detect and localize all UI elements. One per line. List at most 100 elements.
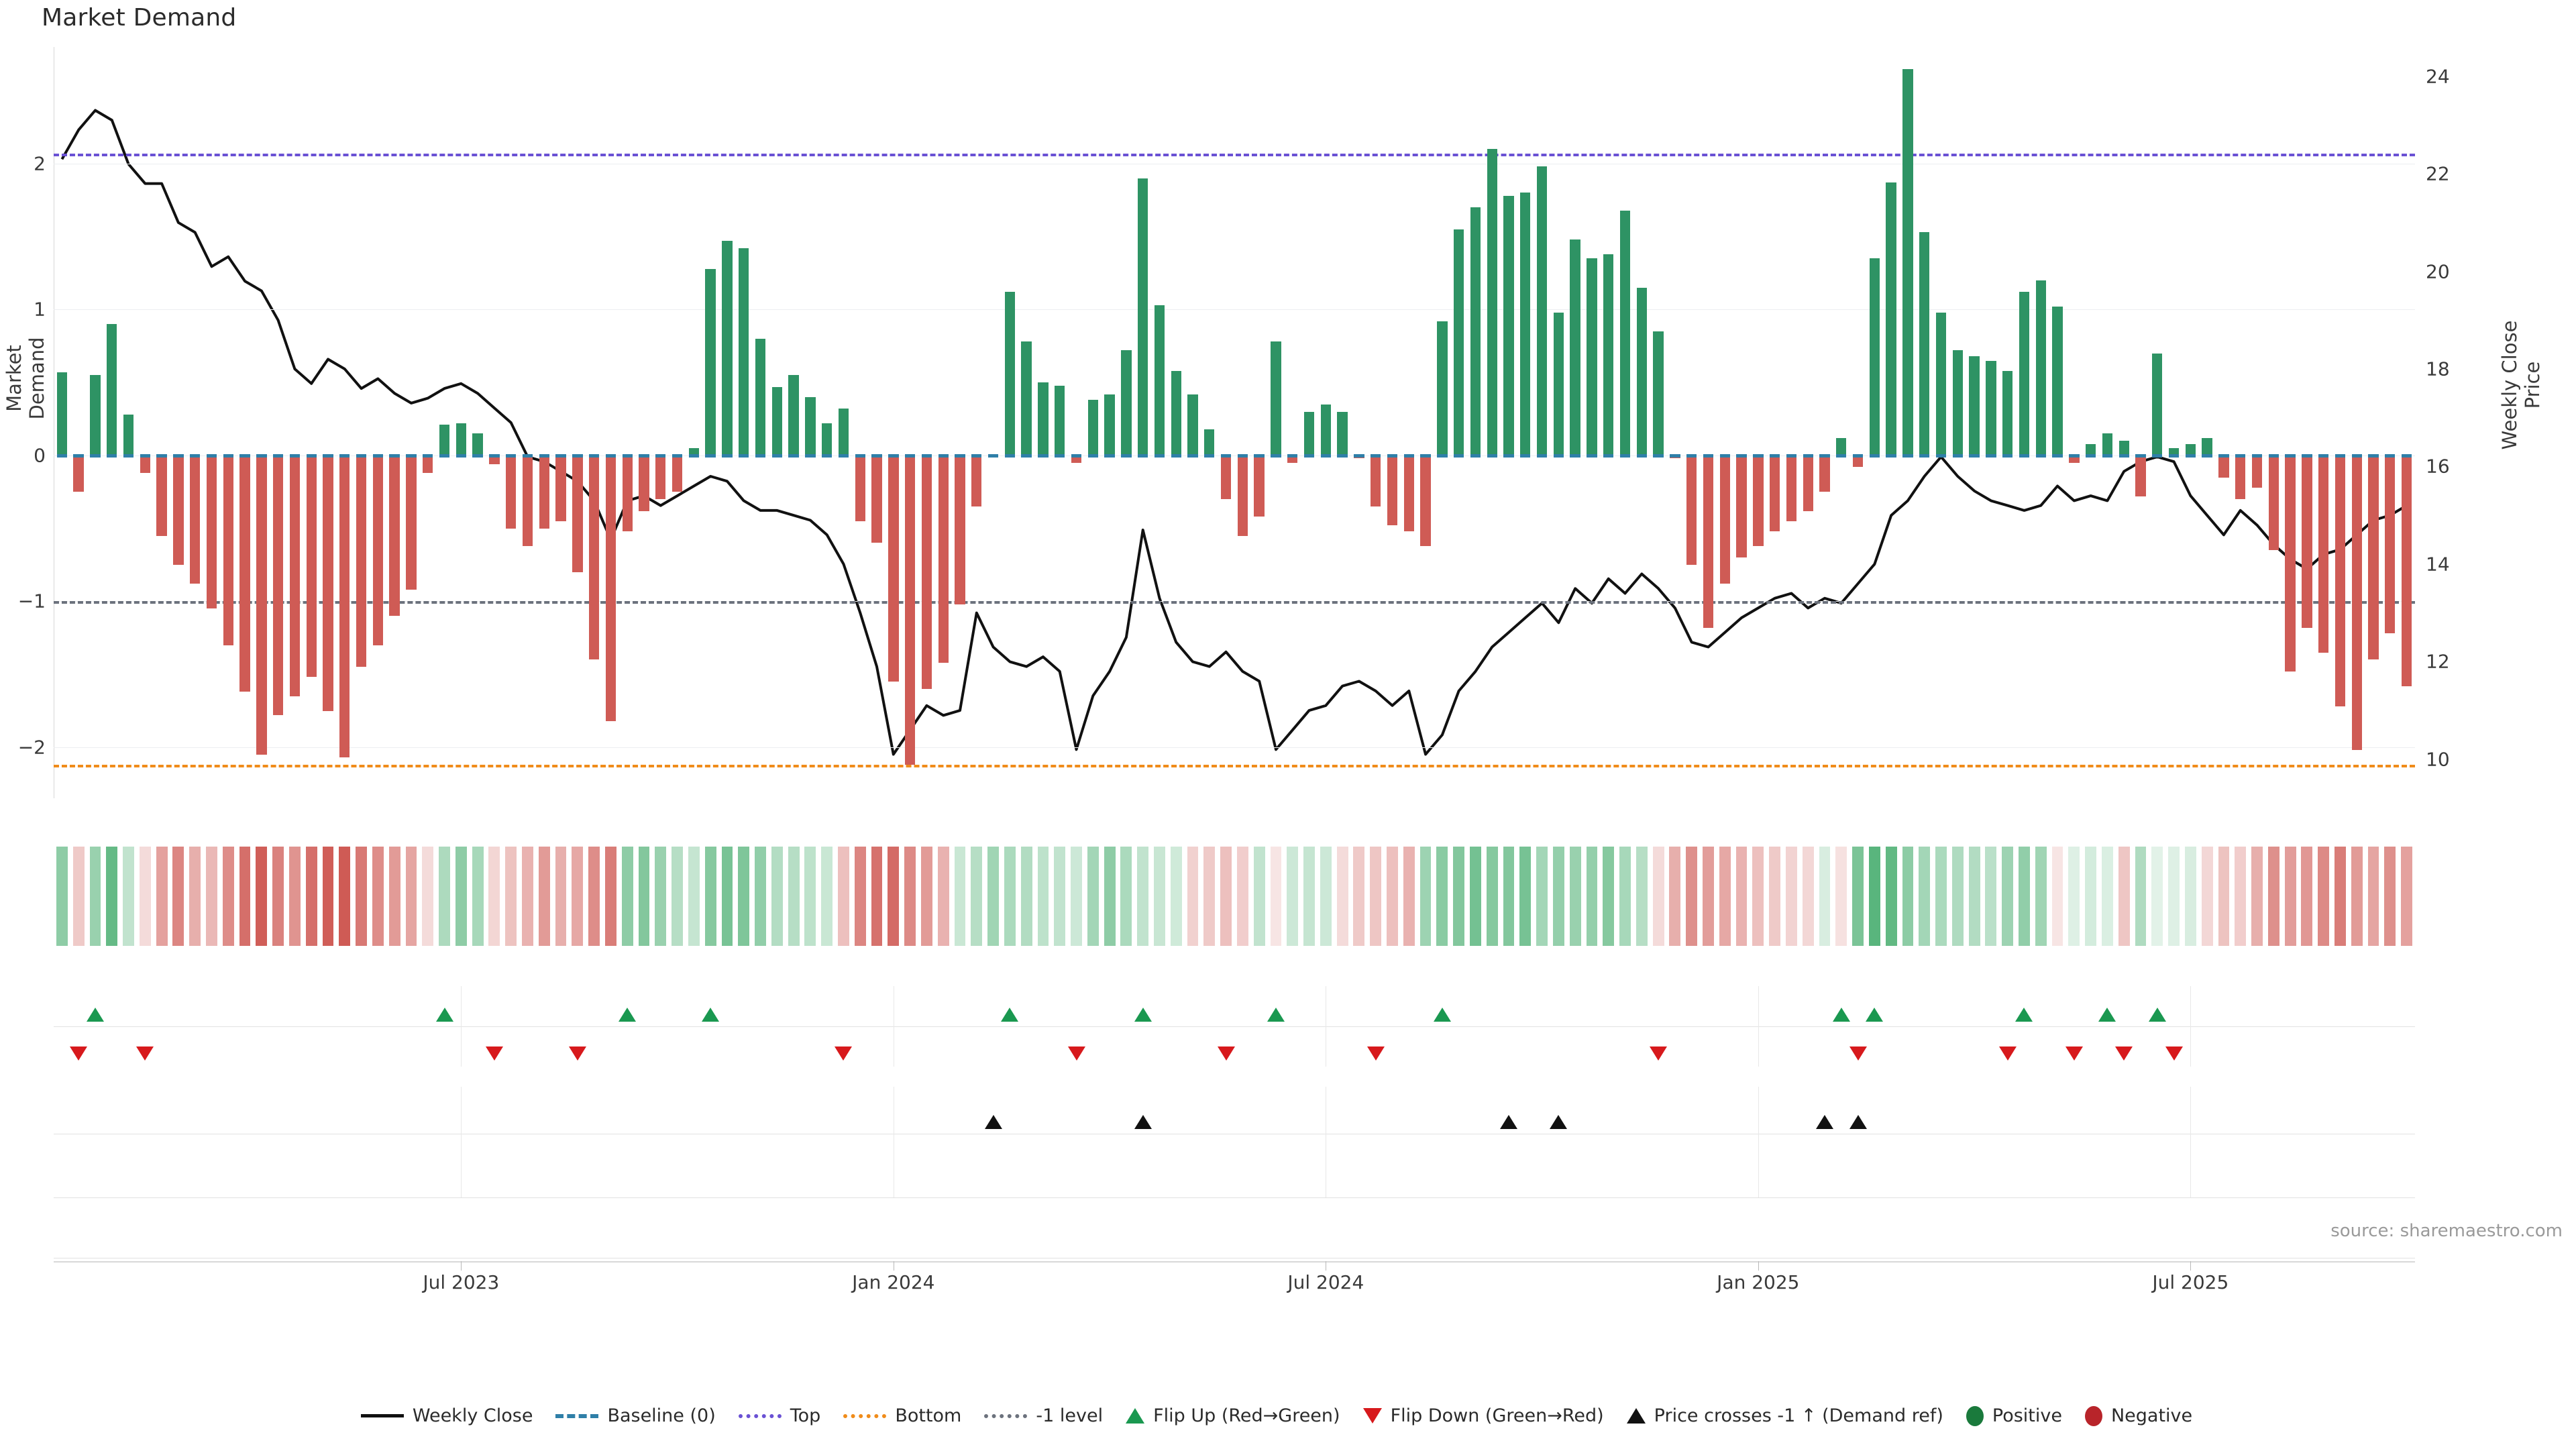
heatstrip-cell [1253,847,1265,946]
y-axis-right-tick: 10 [2426,748,2450,771]
demand-bar [655,455,666,500]
demand-bar [2318,455,2329,653]
y-axis-right-tick: 20 [2426,260,2450,283]
demand-bar [522,455,533,546]
baseline-zero-segment [472,453,483,458]
demand-bar [239,455,250,692]
baseline-zero-segment [389,453,400,458]
y-axis-left-tick: 2 [34,152,46,175]
heatstrip-cell [1104,847,1116,946]
baseline-zero-segment [223,453,233,458]
flip-down-marker [70,1046,88,1061]
heatstrip-cell [1387,847,1398,946]
baseline-zero-segment [56,453,68,458]
baseline-zero-segment [1570,453,1580,458]
baseline-zero-segment [2218,453,2229,458]
flip-down-marker [2115,1046,2133,1061]
legend-item[interactable]: Top [738,1405,820,1426]
heatstrip-cell [1985,847,1997,946]
baseline-zero-segment [1021,453,1032,458]
demand-bar [1536,166,1548,455]
demand-bar [107,324,117,455]
baseline-zero-segment [1271,453,1281,458]
baseline-zero-segment [256,453,267,458]
x-guide-tick [2190,986,2192,1067]
demand-bar [1387,455,1398,526]
demand-bar [639,455,649,511]
baseline-zero-segment [1254,453,1265,458]
heatstrip-cell [2401,847,2413,946]
baseline-zero-segment [1337,453,1348,458]
baseline-zero-segment [722,453,733,458]
heatstrip-cell [1470,847,1481,946]
legend-item[interactable]: Positive [1966,1405,2062,1426]
baseline-zero-segment [289,453,301,458]
y-axis-left-tick: −2 [17,736,46,759]
demand-bar [1803,455,1813,511]
heatstrip-cell [672,847,683,946]
heatstrip-cell [2151,847,2163,946]
demand-bar [2235,455,2246,500]
heatstrip-cell [2284,847,2296,946]
heatstrip-cell [821,847,833,946]
legend-item[interactable]: -1 level [984,1405,1103,1426]
demand-bar [722,241,733,455]
baseline-zero-segment [1852,453,1864,458]
x-guide-tick [2190,1140,2192,1197]
legend-item[interactable]: Weekly Close [360,1405,533,1426]
heatstrip-cell [1785,847,1797,946]
demand-bar [1986,360,1996,455]
demand-bar [2202,437,2212,455]
baseline-zero-segment [1038,453,1049,458]
baseline-zero-segment [921,453,932,458]
baseline-zero-segment [123,453,134,458]
baseline-zero-segment [1536,453,1548,458]
baseline-zero-segment [622,453,633,458]
heatstrip-cell [1353,847,1365,946]
demand-bar [971,455,982,507]
price-cross-marker [1550,1115,1568,1129]
legend-item[interactable]: Bottom [843,1405,961,1426]
demand-bar [2035,280,2046,455]
baseline-zero-segment [1220,453,1232,458]
legend-item[interactable]: Price crosses -1 ↑ (Demand ref) [1626,1405,1943,1426]
demand-bar [688,448,700,455]
demand-bar [705,268,716,455]
heatstrip-cell [2168,847,2180,946]
demand-bar [1703,455,1714,628]
price-cross-marker [1134,1115,1152,1129]
flip-down-marker [1067,1046,1085,1061]
demand-bar [190,455,201,584]
flip-up-marker [435,1008,453,1022]
heatstrip-cell [1852,847,1864,946]
demand-bar [555,455,566,521]
legend-item[interactable]: Baseline (0) [555,1405,716,1426]
baseline-zero-segment [73,453,84,458]
heatstrip-cell [688,847,700,946]
y-axis-right-tick: 14 [2426,553,2450,576]
y-axis-right-tick: 18 [2426,358,2450,380]
baseline-zero-segment [1453,453,1464,458]
heatstrip-cell [1586,847,1598,946]
baseline-zero-segment [2285,453,2296,458]
heatstrip-cell [1503,847,1515,946]
legend-item[interactable]: Negative [2084,1405,2192,1426]
heatstrip-cell [2318,847,2330,946]
dot-gray-icon [984,1413,1028,1418]
demand-bar [1852,455,1864,468]
legend-item[interactable]: Flip Up (Red→Green) [1126,1405,1340,1426]
baseline-zero-segment [2334,453,2346,458]
demand-bar [921,455,932,689]
baseline-zero-segment [1520,453,1531,458]
flip-up-marker [1267,1008,1285,1022]
heatstrip-cell [1935,847,1947,946]
legend-item[interactable]: Flip Down (Green→Red) [1362,1405,1604,1426]
gridline [54,309,2415,311]
baseline-zero-segment [1736,453,1747,458]
line-black-icon [360,1414,404,1417]
heatstrip-cell [372,847,384,946]
heatstrip-cell [1619,847,1631,946]
demand-bar [173,455,184,566]
baseline-zero-segment [2202,453,2212,458]
heatstrip-cell [123,847,134,946]
